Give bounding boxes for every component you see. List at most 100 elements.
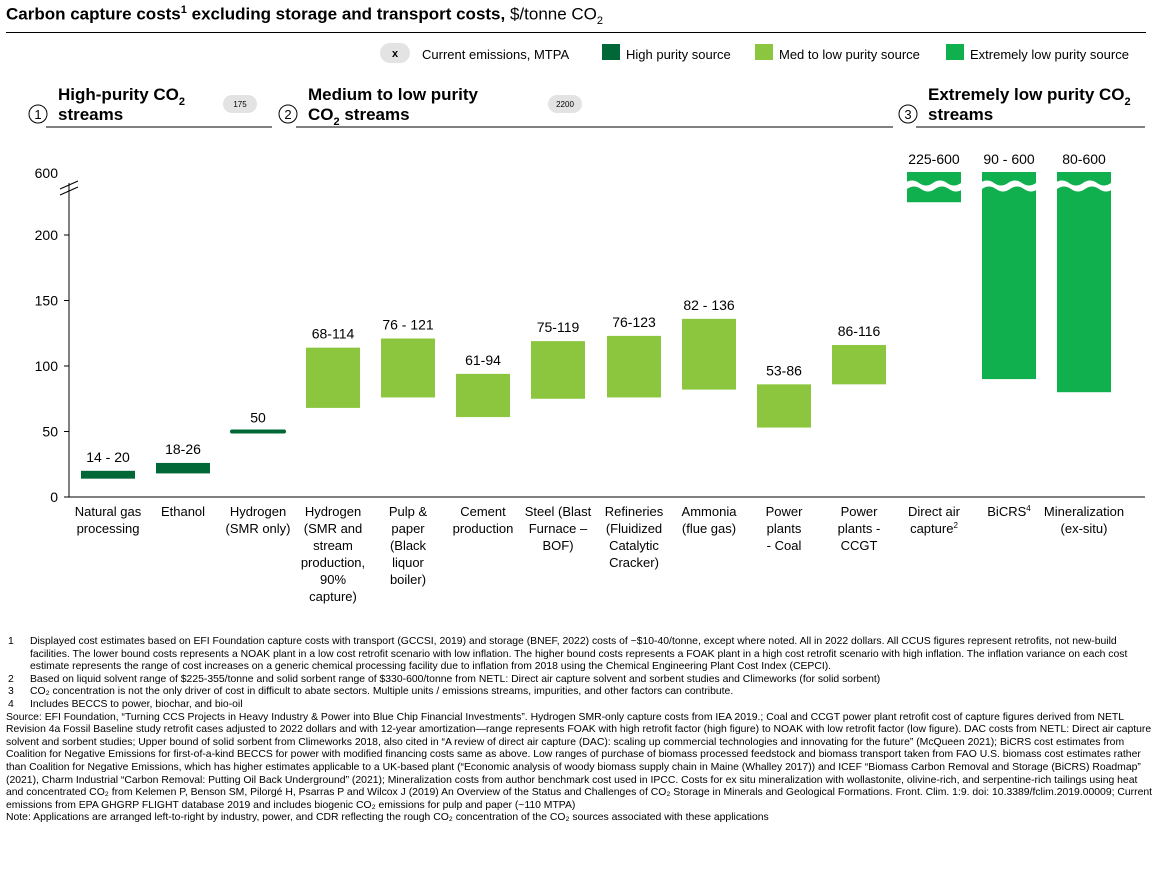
y-tick-label-break: 600 — [35, 165, 59, 181]
bar-0 — [81, 470, 135, 479]
x-label-5-line-0: Cement — [460, 504, 506, 519]
x-label-4-line-2: (Black — [390, 538, 427, 553]
x-label-2-line-0: Hydrogen — [230, 504, 286, 519]
x-label-7-line-2: Catalytic — [609, 538, 659, 553]
bar-13-range-label: 80-600 — [1062, 151, 1106, 167]
bar-11-range-label: 225-600 — [908, 151, 960, 167]
bar-3-range-label: 68-114 — [312, 326, 355, 342]
legend-swatch-med — [755, 44, 773, 60]
bar-7-range-label: 76-123 — [612, 314, 656, 330]
bar-5 — [456, 373, 510, 418]
section-1-title-line2: streams — [58, 105, 123, 124]
bar-12 — [982, 172, 1036, 380]
legend-current-emissions: Current emissions, MTPA — [422, 47, 569, 62]
footnote-1: 1 Displayed cost estimates based on EFI F… — [8, 636, 1128, 673]
footnote-3: 3 CO₂ concentration is not the only drive… — [8, 686, 734, 698]
bar-3 — [306, 347, 360, 408]
x-label-13-line-1: (ex-situ) — [1061, 521, 1108, 536]
x-label-6-line-2: BOF) — [542, 538, 573, 553]
x-label-12-line-0: BiCRS4 — [987, 504, 1031, 519]
bar-7 — [607, 335, 661, 398]
section-3-title-line2: streams — [928, 105, 993, 124]
x-label-3-line-3: production, — [301, 555, 365, 570]
section-1-emissions-badge — [223, 95, 257, 113]
section-3-title-line1: Extremely low purity CO2 — [928, 85, 1131, 108]
y-tick-label-0: 0 — [50, 489, 58, 505]
bar-9-range-label: 53-86 — [766, 362, 802, 378]
x-label-5-line-1: production — [453, 521, 514, 536]
x-label-7-line-1: (Fluidized — [606, 521, 662, 536]
x-label-4-line-4: boiler) — [390, 572, 426, 587]
x-label-3-line-2: stream — [313, 538, 353, 553]
title-divider — [6, 32, 1146, 33]
x-label-8-line-0: Ammonia — [682, 504, 738, 519]
bar-2 — [230, 429, 286, 434]
section-3-number: 3 — [904, 107, 911, 122]
section-2-number-circle — [278, 104, 298, 124]
section-1-title-line1: High-purity CO2 — [58, 85, 185, 108]
y-tick-label-200: 200 — [35, 227, 59, 243]
bar-2-range-label: 50 — [250, 410, 266, 426]
footnotes: 1 Displayed cost estimates based on EFI F… — [6, 636, 1156, 825]
section-2-title-line1: Medium to low purity — [308, 85, 479, 104]
x-label-7-line-3: Cracker) — [609, 555, 659, 570]
x-label-13-line-0: Mineralization — [1044, 504, 1124, 519]
x-label-3-line-4: 90% — [320, 572, 346, 587]
section-1-number-circle — [28, 104, 48, 124]
y-axis-break-mark — [59, 180, 79, 196]
bar-12-range-label: 90 - 600 — [983, 151, 1035, 167]
x-label-4-line-0: Pulp & — [389, 504, 428, 519]
x-label-4-line-3: liquor — [392, 555, 424, 570]
x-label-0-line-0: Natural gas — [75, 504, 142, 519]
x-label-6-line-1: Furnace – — [529, 521, 588, 536]
bar-6-range-label: 75-119 — [537, 319, 580, 335]
x-label-3-line-0: Hydrogen — [305, 504, 361, 519]
section-1-emissions-value: 175 — [233, 100, 247, 109]
x-label-11-line-1: capture2 — [910, 521, 958, 536]
x-label-6-line-0: Steel (Blast — [525, 504, 592, 519]
x-label-10-line-1: plants - — [838, 521, 881, 536]
x-label-0-line-1: processing — [77, 521, 140, 536]
x-label-7-line-0: Refineries — [605, 504, 664, 519]
bar-10 — [832, 345, 886, 385]
legend-swatch-extreme — [946, 44, 964, 60]
bar-12-break — [968, 180, 1050, 192]
section-1-number: 1 — [34, 107, 41, 122]
emissions-marker-badge — [380, 43, 410, 63]
x-label-3-line-1: (SMR and — [304, 521, 363, 536]
y-tick-label-100: 100 — [35, 358, 59, 374]
bar-6 — [531, 341, 585, 399]
chart-title: Carbon capture costs1 excluding storage … — [6, 4, 604, 28]
x-label-10-line-2: CCGT — [841, 538, 878, 553]
emissions-marker-label: x — [392, 48, 399, 60]
bar-1 — [156, 462, 210, 474]
legend-high-label: High purity source — [626, 47, 731, 62]
note-text: Note: Applications are arranged left-to-… — [6, 812, 769, 824]
footnote-2: 2 Based on liquid solvent range of $225-3… — [8, 673, 881, 685]
bar-8-range-label: 82 - 136 — [683, 297, 735, 313]
x-label-9-line-2: - Coal — [767, 538, 802, 553]
x-label-9-line-0: Power — [766, 504, 804, 519]
bar-8 — [682, 318, 736, 390]
bar-1-range-label: 18-26 — [165, 441, 201, 457]
bar-9 — [757, 384, 811, 428]
section-2-title-line2: CO2 streams — [308, 105, 410, 128]
x-label-9-line-1: plants — [767, 521, 802, 536]
chart-canvas: x Current emissions, MTPA High purity sour… — [28, 43, 1145, 604]
bar-5-range-label: 61-94 — [465, 352, 501, 368]
bar-4-range-label: 76 - 121 — [382, 316, 434, 332]
bar-13 — [1057, 172, 1111, 393]
x-label-2-line-1: (SMR only) — [225, 521, 290, 536]
section-3-number-circle — [898, 104, 918, 124]
x-label-11-line-0: Direct air — [908, 504, 961, 519]
source-text: Source: EFI Foundation, “Turning CCS Pro… — [6, 711, 1153, 811]
y-tick-label-50: 50 — [42, 424, 58, 440]
y-tick-label-150: 150 — [35, 293, 59, 309]
footnote-4: 4 Includes BECCS to power, biochar, and b… — [8, 698, 243, 710]
x-label-4-line-1: paper — [391, 521, 425, 536]
legend-swatch-high — [602, 44, 620, 60]
section-2-number: 2 — [284, 107, 291, 122]
bar-10-range-label: 86-116 — [838, 323, 881, 339]
x-label-10-line-0: Power — [841, 504, 879, 519]
x-label-8-line-1: (flue gas) — [682, 521, 736, 536]
